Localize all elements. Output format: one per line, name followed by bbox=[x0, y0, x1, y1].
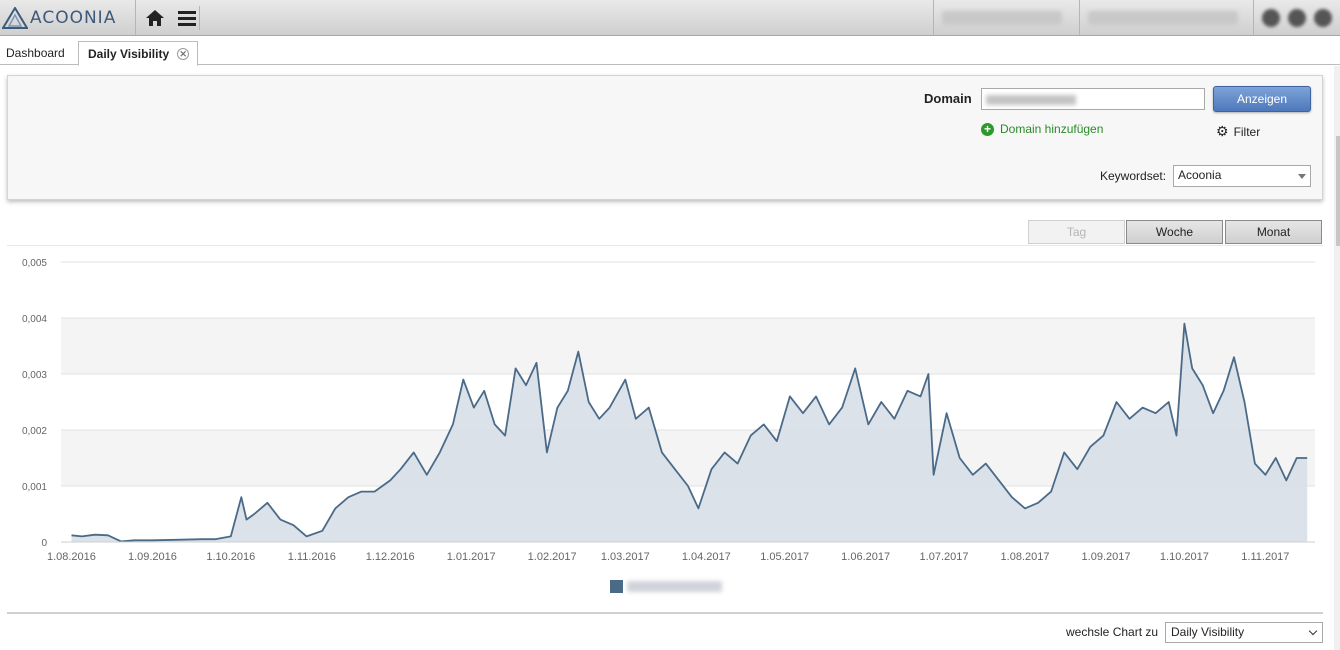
tab-daily-visibility[interactable]: Daily Visibility ✕ bbox=[78, 41, 199, 66]
period-month-button[interactable]: Monat bbox=[1225, 220, 1322, 244]
domain-form-panel: Domain Anzeigen + Domain hinzufügen ⚙ Fi… bbox=[7, 75, 1323, 200]
hamburger-menu-icon bbox=[177, 11, 196, 26]
show-button[interactable]: Anzeigen bbox=[1213, 86, 1311, 112]
plus-circle-icon: + bbox=[981, 122, 994, 136]
gear-icon: ⚙ bbox=[1216, 123, 1229, 139]
logo[interactable]: ACOONIA bbox=[0, 0, 136, 35]
x-tick-label: 1.11.2017 bbox=[1241, 551, 1289, 563]
x-tick-label: 1.01.2017 bbox=[447, 551, 496, 563]
logo-text: ACOONIA bbox=[30, 7, 117, 28]
tab-daily-visibility-label: Daily Visibility bbox=[88, 46, 170, 61]
x-tick-label: 1.10.2017 bbox=[1160, 551, 1209, 563]
plot-band bbox=[61, 374, 1315, 430]
x-tick-label: 1.12.2016 bbox=[366, 551, 415, 563]
chart-switch-select[interactable]: Daily Visibility bbox=[1165, 622, 1323, 643]
chevron-down-icon bbox=[1308, 626, 1318, 636]
y-tick-label: 0,001 bbox=[22, 482, 47, 493]
y-tick-label: 0,005 bbox=[22, 258, 47, 269]
page-scrollbar[interactable] bbox=[1334, 66, 1340, 650]
x-tick-label: 1.04.2017 bbox=[682, 551, 731, 563]
x-tick-label: 1.08.2017 bbox=[1001, 551, 1050, 563]
chart-switch-value: Daily Visibility bbox=[1171, 625, 1245, 639]
domain-label: Domain bbox=[924, 91, 972, 106]
project-select[interactable] bbox=[933, 0, 1079, 35]
keywordset-value: Acoonia bbox=[1178, 168, 1222, 182]
close-tab-icon[interactable]: ✕ bbox=[177, 47, 190, 60]
period-week-button[interactable]: Woche bbox=[1126, 220, 1223, 244]
filter-label: Filter bbox=[1233, 124, 1261, 139]
x-tick-label: 1.03.2017 bbox=[601, 551, 650, 563]
visibility-chart: 0 0,001 0,002 0,003 0,004 0,005 1.08.2016 1.09.… bbox=[7, 250, 1323, 614]
plot-band bbox=[61, 318, 1315, 374]
y-tick-label: 0,002 bbox=[22, 426, 47, 437]
tab-dashboard[interactable]: Dashboard bbox=[0, 41, 71, 65]
top-right-controls bbox=[933, 0, 1340, 35]
tab-dashboard-label: Dashboard bbox=[6, 46, 65, 60]
filter-link[interactable]: ⚙ Filter bbox=[1216, 123, 1260, 140]
x-tick-label: 1.07.2017 bbox=[920, 551, 969, 563]
main-menu-button[interactable] bbox=[174, 6, 200, 30]
x-tick-label: 1.06.2017 bbox=[841, 551, 890, 563]
x-tick-label: 1.11.2016 bbox=[288, 551, 336, 563]
home-icon bbox=[146, 10, 164, 26]
period-toolbar: Tag Woche Monat bbox=[7, 218, 1323, 246]
user-icon[interactable] bbox=[1288, 8, 1306, 27]
series-line bbox=[71, 322, 1308, 543]
legend-swatch bbox=[610, 580, 623, 593]
visibility-chart-svg: 0 0,001 0,002 0,003 0,004 0,005 1.08.2016 1.09.… bbox=[22, 258, 1315, 593]
keywordset-label: Keywordset: bbox=[1100, 169, 1167, 183]
period-day-button[interactable]: Tag bbox=[1028, 220, 1125, 244]
scrollbar-thumb[interactable] bbox=[1336, 136, 1340, 246]
y-tick-label: 0,003 bbox=[22, 370, 47, 381]
x-tick-label: 1.05.2017 bbox=[760, 551, 809, 563]
user-select[interactable] bbox=[1079, 0, 1253, 35]
messages-icon[interactable] bbox=[1314, 8, 1332, 27]
tab-bar: Dashboard Daily Visibility ✕ bbox=[0, 36, 1340, 66]
x-tick-label: 1.10.2016 bbox=[206, 551, 255, 563]
x-tick-label: 1.08.2016 bbox=[47, 551, 96, 563]
chart-switch-label: wechsle Chart zu bbox=[1066, 625, 1159, 639]
user-select-value bbox=[1088, 10, 1238, 25]
y-tick-label: 0 bbox=[41, 538, 47, 549]
top-bar: ACOONIA bbox=[0, 0, 1340, 36]
domain-input[interactable] bbox=[981, 88, 1205, 110]
domain-input-value bbox=[986, 95, 1076, 105]
add-domain-link[interactable]: + Domain hinzufügen bbox=[981, 122, 1103, 136]
y-tick-label: 0,004 bbox=[22, 314, 47, 325]
x-tick-label: 1.09.2017 bbox=[1082, 551, 1131, 563]
x-tick-label: 1.02.2017 bbox=[528, 551, 577, 563]
keywordset-select[interactable]: Acoonia bbox=[1173, 165, 1311, 187]
chevron-down-icon bbox=[1298, 174, 1306, 179]
project-select-value bbox=[942, 10, 1062, 25]
legend-label bbox=[627, 581, 722, 592]
x-tick-label: 1.09.2016 bbox=[128, 551, 177, 563]
top-icon-group bbox=[1253, 0, 1340, 35]
acoonia-logo-icon bbox=[2, 6, 28, 29]
globe-icon[interactable] bbox=[1262, 8, 1280, 27]
home-button[interactable] bbox=[142, 6, 168, 30]
plot-band bbox=[61, 262, 1315, 318]
add-domain-label: Domain hinzufügen bbox=[1000, 122, 1104, 136]
